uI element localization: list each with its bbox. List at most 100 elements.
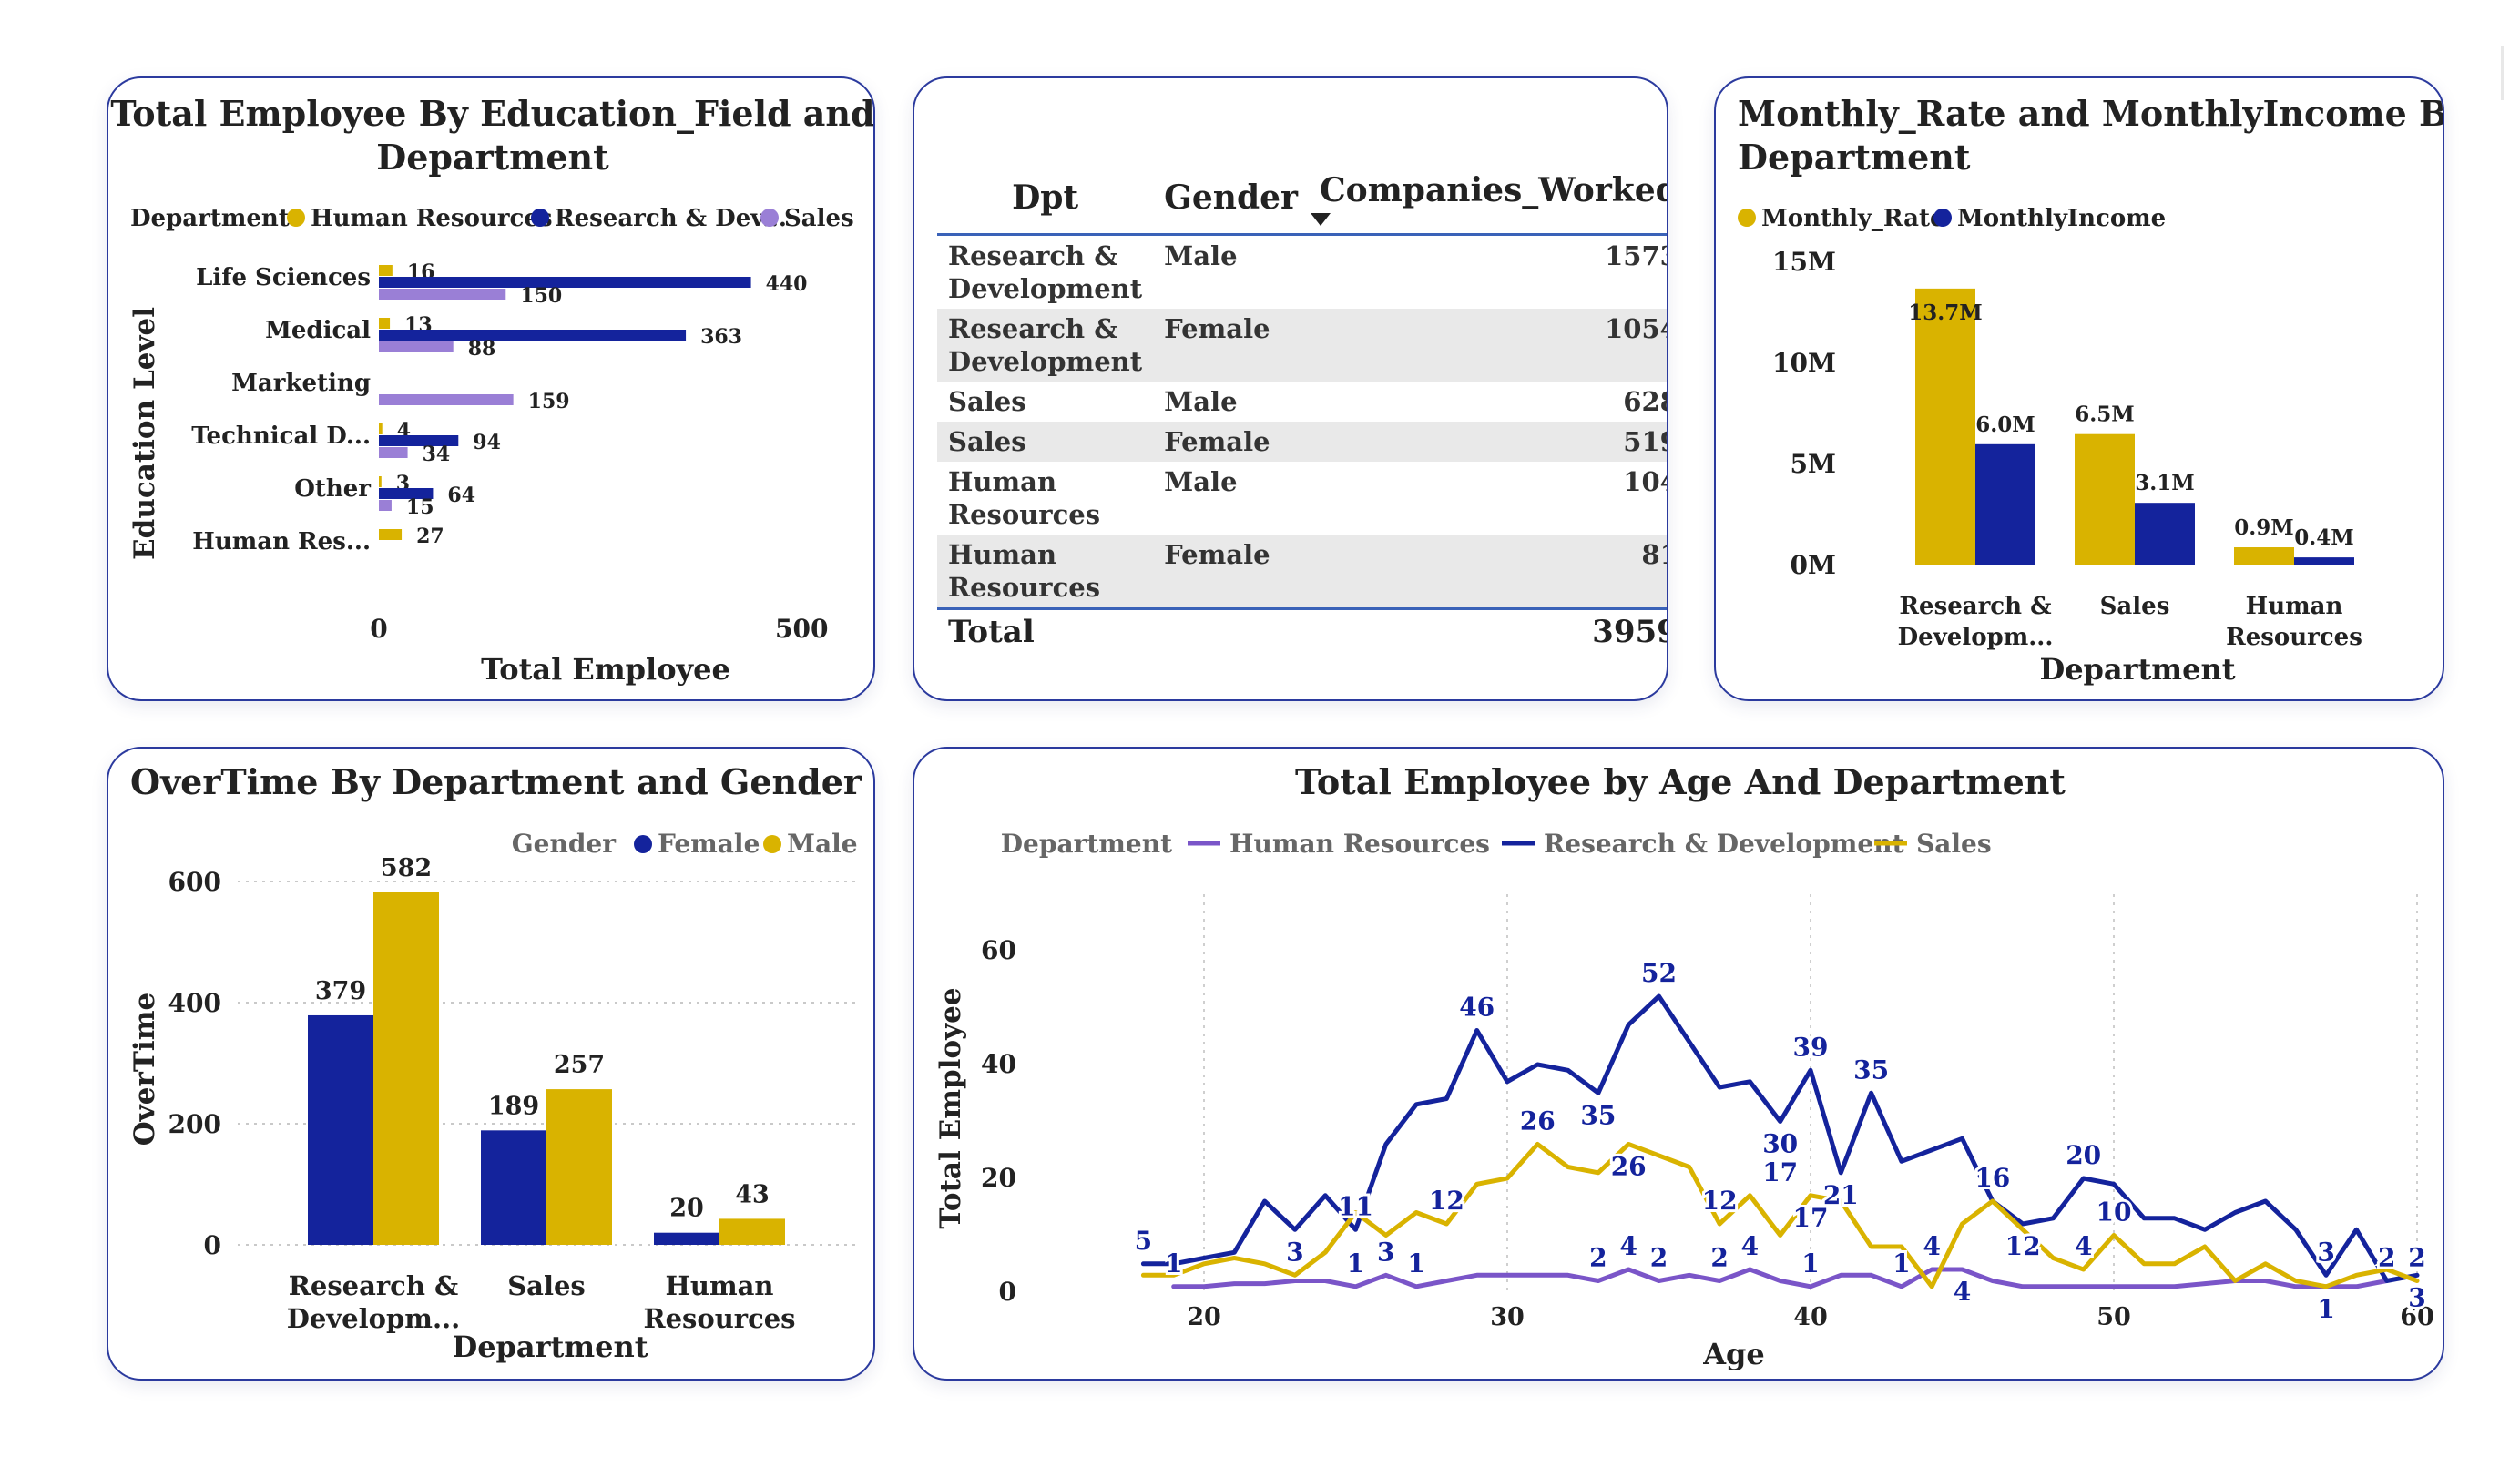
age-department-card: Total Employee by Age And Department Dep… [913,747,2444,1381]
data-label: 46 [1459,993,1495,1023]
column-header-companies-worked[interactable]: Companies_Worked [1309,160,1667,236]
bar[interactable] [379,277,751,288]
data-label: 2 [2378,1243,2395,1273]
bar[interactable] [1915,288,1975,565]
data-label: 13.7M [1908,301,1982,325]
bar[interactable] [719,1218,785,1245]
legend-title: Department [130,205,290,232]
bar[interactable] [1975,443,2035,565]
data-label: 3 [2317,1237,2334,1267]
companies-worked-table-card: Dpt Gender Companies_Worked Research & De… [913,76,1668,701]
scrollbar-track[interactable] [2501,46,2504,100]
data-label: 11 [1338,1191,1373,1221]
legend-label-monthly-rate[interactable]: Monthly_Rate [1761,205,1945,232]
bar[interactable] [379,318,391,329]
x-axis-label: Department [2039,652,2235,687]
category-label: Technical D... [191,423,371,450]
bar[interactable] [654,1232,719,1245]
data-label: 189 [488,1092,539,1120]
data-label: 17 [1762,1157,1798,1187]
y-axis-label: OverTime [128,993,161,1146]
category-label: Developm... [287,1303,461,1334]
bar[interactable] [2294,557,2354,565]
bar[interactable] [2075,433,2135,565]
bar[interactable] [2234,547,2294,565]
x-tick-label: 50 [2097,1303,2131,1331]
bar[interactable] [379,435,459,446]
legend-label-rd[interactable]: Research & Development [1544,829,1904,859]
column-header-gender[interactable]: Gender [1153,160,1310,236]
chart-title-line1: Total Employee By Education_Field and [110,93,874,134]
bar[interactable] [379,265,393,276]
y-tick-label: 200 [168,1109,221,1139]
data-label: 88 [468,337,496,361]
table-total-value: 3959 [1309,607,1667,652]
data-label: 20 [2066,1140,2101,1170]
data-label: 15 [406,495,434,519]
bar[interactable] [379,330,687,341]
data-label: 0.9M [2234,515,2293,540]
legend-swatch-monthly-rate [1738,209,1756,227]
x-tick-label: 30 [1490,1303,1525,1331]
line-sales[interactable] [1140,1142,2420,1289]
bar[interactable] [373,892,439,1245]
legend-label-monthly-income[interactable]: MonthlyIncome [1957,205,2166,232]
education-field-chart: Total Employee By Education_Field and De… [110,93,874,687]
bar[interactable] [481,1130,546,1245]
y-tick-label: 40 [981,1049,1016,1079]
legend-label-female[interactable]: Female [658,829,760,859]
x-tick-label: 20 [1187,1303,1221,1331]
x-tick-label: 60 [2400,1303,2434,1331]
legend-label-sales[interactable]: Sales [1916,829,1992,859]
bar[interactable] [379,488,434,499]
category-label: Sales [507,1270,586,1301]
bar[interactable] [379,529,403,540]
category-label: Other [294,475,371,503]
sort-descending-icon[interactable] [1311,213,1331,226]
data-label: 26 [1611,1152,1647,1182]
bar[interactable] [379,289,506,300]
data-label: 150 [520,284,562,308]
data-label: 2 [1710,1243,1728,1273]
data-label: 2 [1589,1243,1607,1273]
bar[interactable] [379,476,382,487]
bar[interactable] [546,1089,612,1245]
legend-label-hr[interactable]: Human Resources [1229,829,1490,859]
chart-title: OverTime By Department and Gender [130,761,862,802]
bar[interactable] [379,341,454,352]
legend-label-sales[interactable]: Sales [784,205,854,232]
bar[interactable] [2135,503,2195,565]
y-tick-label: 0 [204,1230,221,1260]
table-cell-dpt: Sales [948,386,1026,417]
y-axis-label: Education Level [128,307,161,560]
chart-title-line1: Monthly_Rate and MonthlyIncome By [1738,93,2444,134]
data-label: 35 [1580,1100,1616,1130]
data-label: 379 [315,977,366,1005]
x-axis-label: Age [1702,1337,1765,1371]
data-label: 12 [1429,1186,1464,1216]
bar[interactable] [379,500,392,511]
table-row: Research &Development Female 1054 [937,309,1667,382]
data-label: 4 [2075,1231,2092,1261]
x-tick-label: 500 [775,614,828,644]
category-label: Resources [2226,624,2362,651]
bar[interactable] [379,423,383,434]
data-label: 20 [669,1195,704,1223]
y-tick-label: 400 [168,988,221,1018]
table-row: Research &Development Male 1573 [937,235,1667,310]
line-human-resources[interactable] [1171,1267,2390,1289]
bar[interactable] [379,394,514,405]
column-header-dpt[interactable]: Dpt [937,160,1154,236]
bar[interactable] [379,447,408,458]
legend-label-male[interactable]: Male [787,829,858,859]
table-cell-gender: Male [1164,386,1238,417]
data-label: 4 [1619,1231,1637,1261]
line-research-development[interactable] [1140,993,2420,1283]
legend-label-rd[interactable]: Research & Dev... [555,205,787,232]
legend-label-hr[interactable]: Human Resources [311,205,553,232]
bar[interactable] [308,1014,373,1245]
table-cell-value: 1054 [1309,309,1667,382]
data-label: 3 [1377,1237,1394,1267]
data-label: 94 [473,431,501,454]
